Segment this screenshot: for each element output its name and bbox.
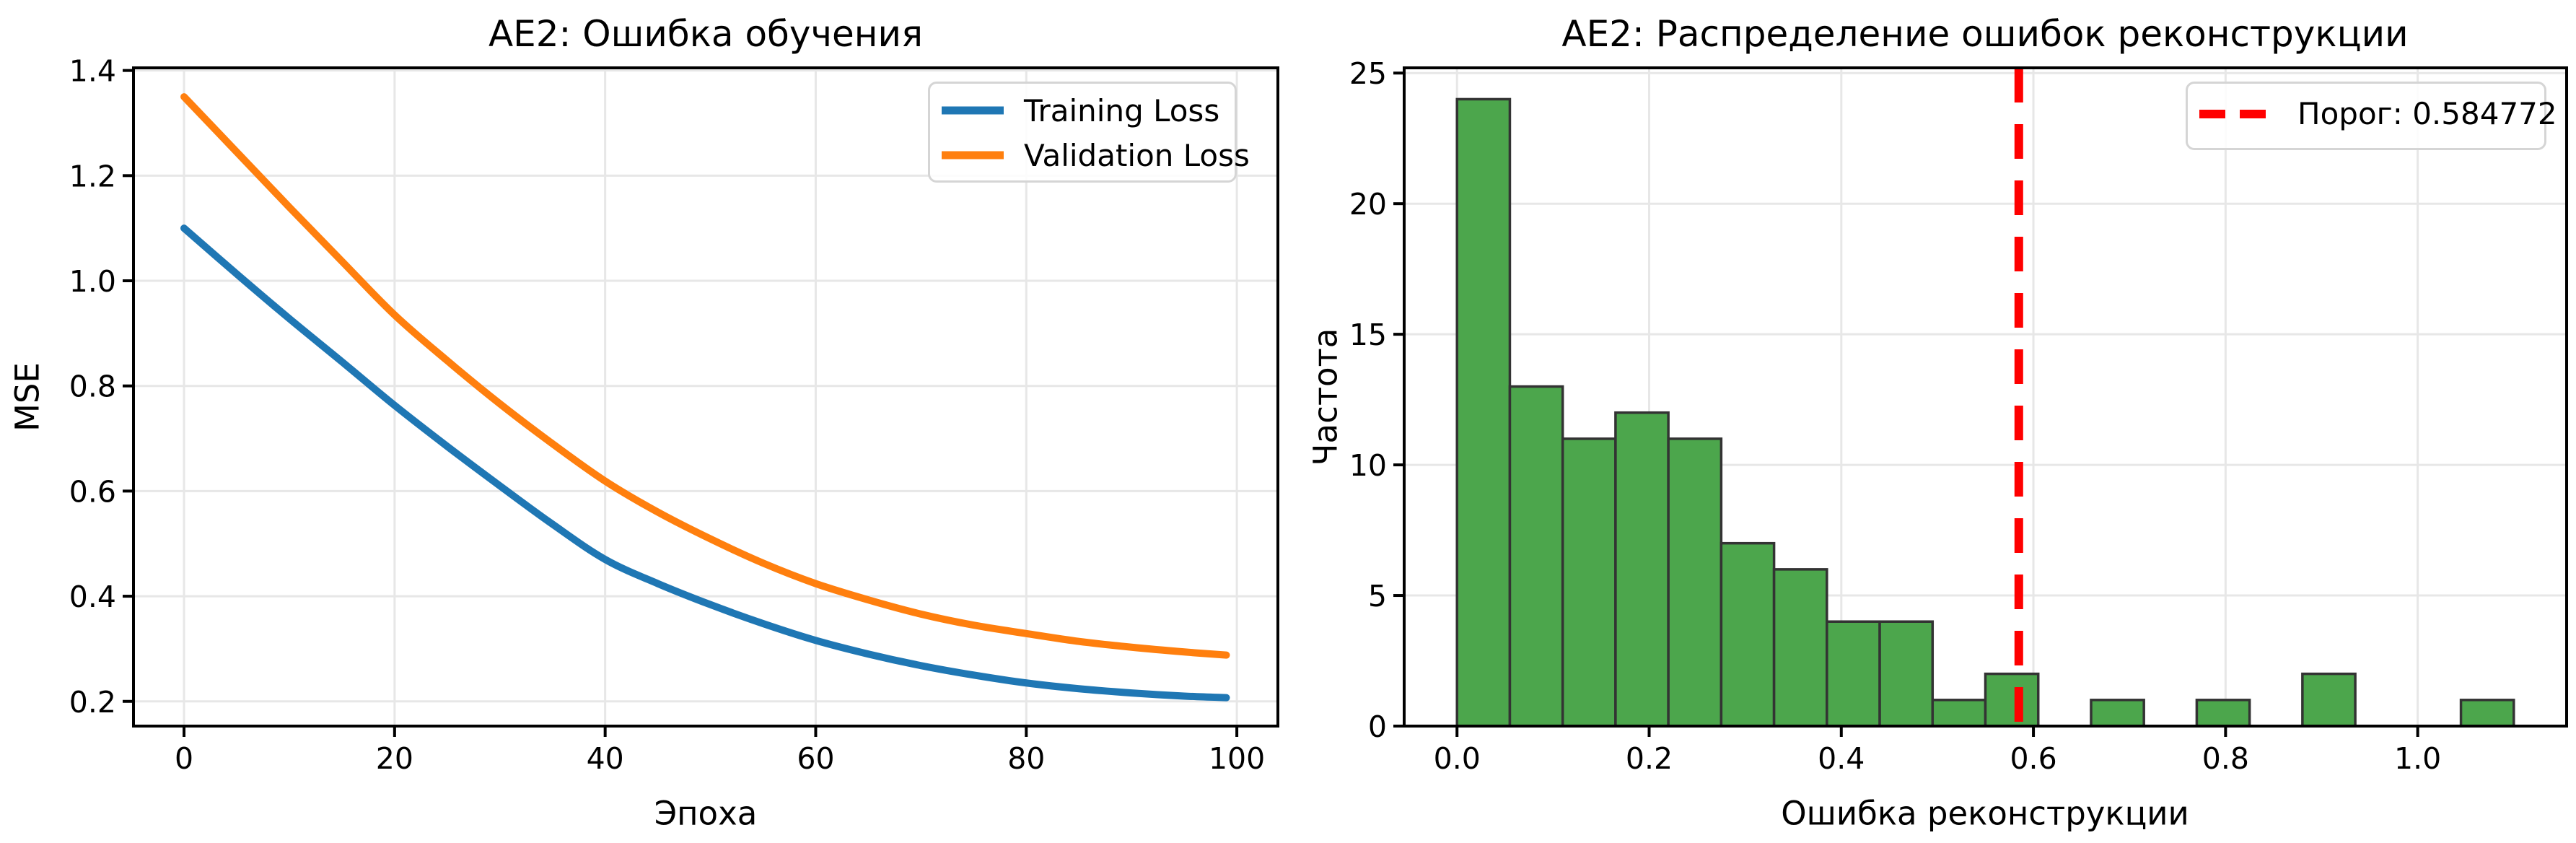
y-tick-label: 25 — [1349, 56, 1387, 91]
axes-spines — [1403, 66, 2568, 728]
training-loss-line — [180, 224, 1230, 702]
histogram-bar — [1984, 672, 2040, 728]
y-tick-label: 20 — [1349, 187, 1387, 222]
axes-spines — [132, 66, 1279, 728]
histogram-bar — [1455, 97, 1512, 728]
histogram-bar — [1614, 411, 1670, 728]
legend-label: Validation Loss — [1024, 137, 1250, 173]
histogram-plot-area: 0.0 0.2 0.4 0.6 0.8 1.0 0 5 10 15 20 25 — [1349, 56, 2568, 776]
training-loss-plot-area: 0 20 40 60 80 100 0.2 0.4 0.6 0.8 1.0 1.2 1.4 — [69, 54, 1279, 776]
validation-loss-line-sample — [942, 151, 1004, 160]
y-tick-label: 1.4 — [69, 54, 116, 89]
x-tick-label: 0.6 — [2010, 741, 2056, 776]
y-tick-label: 15 — [1349, 318, 1387, 352]
histogram-bar — [1561, 437, 1617, 728]
legend-label: Порог: 0.584772 — [2297, 96, 2557, 131]
x-tick-label: 0.4 — [1818, 741, 1865, 776]
legend: Порог: 0.584772 — [2186, 82, 2557, 150]
histogram-bar — [2459, 699, 2515, 728]
histogram-bar — [2195, 699, 2251, 728]
y-tick-label: 0.6 — [69, 474, 116, 509]
x-tick-label: 80 — [1007, 741, 1045, 776]
reconstruction-error-histogram: 0.0 0.2 0.4 0.6 0.8 1.0 0 5 10 15 20 25 AE2: Распре… — [1288, 0, 2576, 843]
y-axis-label: Частота — [1306, 328, 1345, 466]
training-loss-line-sample — [942, 106, 1004, 115]
histogram-bar — [1508, 385, 1564, 728]
x-tick-label: 60 — [797, 741, 834, 776]
y-tick-label: 1.2 — [69, 159, 116, 193]
histogram-bar — [1667, 437, 1723, 728]
x-tick-label: 0.0 — [1434, 741, 1481, 776]
legend: Training Loss Validation Loss — [928, 82, 1250, 183]
legend-entry-threshold: Порог: 0.584772 — [2198, 88, 2557, 139]
x-tick-label: 40 — [587, 741, 624, 776]
validation-loss-line — [180, 93, 1230, 659]
x-axis-label: Эпоха — [654, 794, 758, 833]
x-tick-label: 0.8 — [2202, 741, 2249, 776]
training-loss-chart: 0 20 40 60 80 100 0.2 0.4 0.6 0.8 1.0 1.2 1.4 AE2: О… — [8, 13, 1279, 833]
x-tick-label: 0.2 — [1626, 741, 1673, 776]
y-tick-label: 10 — [1349, 448, 1387, 483]
x-tick-label: 0 — [175, 741, 193, 776]
histogram-bar — [2301, 672, 2357, 728]
histogram-bar — [2090, 699, 2145, 728]
legend-entry-validation-loss: Validation Loss — [940, 133, 1250, 178]
threshold-line-sample — [2199, 109, 2277, 118]
y-tick-label: 0.4 — [69, 580, 116, 614]
x-tick-label: 100 — [1209, 741, 1265, 776]
x-tick-label: 20 — [376, 741, 413, 776]
histogram-bar — [1878, 620, 1935, 728]
x-axis-label: Ошибка реконструкции — [1781, 794, 2189, 833]
y-tick-label: 0.8 — [69, 370, 116, 404]
chart-title: AE2: Распределение ошибок реконструкции — [1561, 13, 2409, 55]
y-axis-label: MSE — [8, 362, 47, 432]
y-tick-label: 0 — [1368, 709, 1387, 744]
y-tick-label: 5 — [1368, 579, 1387, 613]
legend-entry-training-loss: Training Loss — [940, 88, 1223, 133]
histogram-bar — [1931, 699, 1987, 728]
y-tick-label: 0.2 — [69, 685, 116, 720]
y-tick-label: 1.0 — [69, 264, 116, 299]
x-tick-label: 1.0 — [2394, 741, 2441, 776]
histogram-bar — [1719, 541, 1776, 728]
legend-label: Training Loss — [1024, 92, 1220, 128]
histogram-bar — [1826, 620, 1881, 728]
chart-title: AE2: Ошибка обучения — [488, 13, 924, 55]
histogram-bar — [1772, 568, 1828, 728]
